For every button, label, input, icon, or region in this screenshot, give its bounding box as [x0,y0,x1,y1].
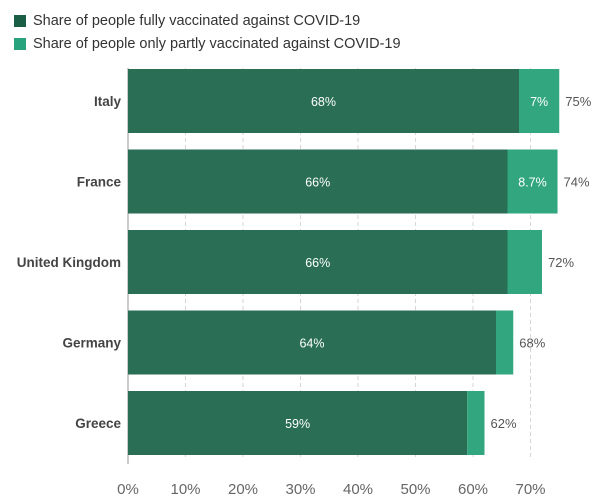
x-tick-label: 40% [343,481,373,498]
x-tick-label: 30% [285,481,315,498]
data-label-fully: 66% [305,256,330,270]
data-label-fully: 66% [305,176,330,190]
category-label: Greece [75,416,121,431]
total-label: 68% [519,336,545,351]
bar-fully-vaccinated [128,310,496,375]
bar-fully-vaccinated [128,69,519,133]
bar-partly-vaccinated [507,149,558,214]
category-label: United Kingdom [17,255,121,270]
data-label-fully: 59% [285,417,310,431]
bar-partly-vaccinated [496,310,514,375]
total-label: 74% [564,175,590,190]
legend-swatch-partly [14,37,26,50]
bar-fully-vaccinated [128,149,508,214]
x-tick-label: 20% [228,481,258,498]
x-tick-label: 50% [400,481,430,498]
category-label: Italy [94,94,122,109]
category-label: France [77,175,122,190]
x-tick-label: 60% [458,481,488,498]
bar-fully-vaccinated [128,391,468,455]
x-tick-label: 70% [515,481,545,498]
category-label: Germany [62,336,121,351]
total-label: 62% [491,416,517,431]
x-tick-label: 10% [170,481,200,498]
data-label-fully: 64% [299,337,324,351]
bar-fully-vaccinated [128,230,508,294]
bar-partly-vaccinated [467,391,485,455]
legend-item-partly-vaccinated[interactable]: Share of people only partly vaccinated a… [14,32,401,55]
data-label-partly: 8.7% [518,176,547,190]
data-label-fully: 68% [311,95,336,109]
total-label: 72% [548,255,574,270]
data-label-partly: 7% [530,95,548,109]
legend-label-fully: Share of people fully vaccinated against… [33,12,361,29]
total-label: 75% [565,94,591,109]
bar-partly-vaccinated [507,230,542,294]
x-tick-label: 0% [117,481,139,498]
legend-label-partly: Share of people only partly vaccinated a… [33,35,401,52]
chart-legend: Share of people fully vaccinated against… [14,9,401,55]
legend-item-fully-vaccinated[interactable]: Share of people fully vaccinated against… [14,9,401,32]
legend-swatch-fully [14,14,26,27]
bar-partly-vaccinated [519,69,560,133]
